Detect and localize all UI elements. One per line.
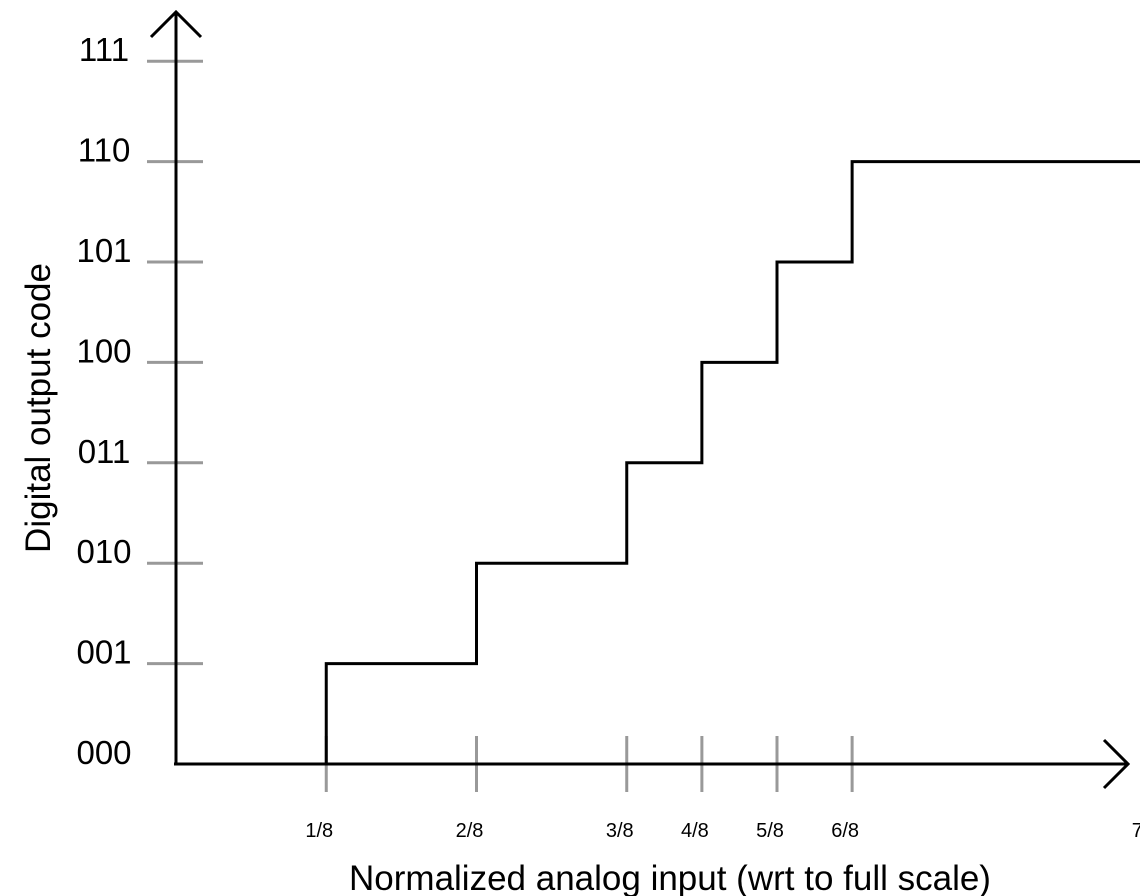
tick-labels: 000 001 010 011 100 101 110 111 1/8 2/8 3/8 4/8 5/8 6… — [76, 31, 1140, 842]
y-tick-label: 111 — [79, 31, 129, 68]
y-tick-label: 010 — [76, 533, 131, 570]
x-axis-title: Normalized analog input (wrt to full sca… — [349, 859, 991, 896]
y-tick-label: 011 — [78, 433, 131, 470]
series-group — [176, 160, 1140, 766]
x-tick-label: 1/8 — [305, 820, 333, 842]
x-tick-label: 3/8 — [606, 820, 634, 842]
x-tick-label: 4/8 — [681, 820, 709, 842]
transfer-step-line — [176, 160, 1140, 766]
y-tick-label: 100 — [76, 332, 131, 369]
axes — [149, 9, 1131, 790]
x-axis-arrowhead — [1102, 738, 1131, 790]
y-tick-label: 001 — [76, 634, 131, 671]
x-tick-label: 6/8 — [831, 820, 859, 842]
y-axis-arrowhead — [149, 9, 203, 39]
y-tick-label: 000 — [76, 734, 131, 771]
x-tick-label: 7/8 — [1132, 820, 1140, 842]
tick-marks — [147, 59, 854, 792]
y-axis-title: Digital output code — [19, 263, 58, 553]
x-tick-label: 5/8 — [756, 820, 784, 842]
x-tick-label: 2/8 — [456, 820, 484, 842]
y-tick-label: 101 — [76, 232, 131, 269]
y-tick-label: 110 — [78, 132, 131, 169]
